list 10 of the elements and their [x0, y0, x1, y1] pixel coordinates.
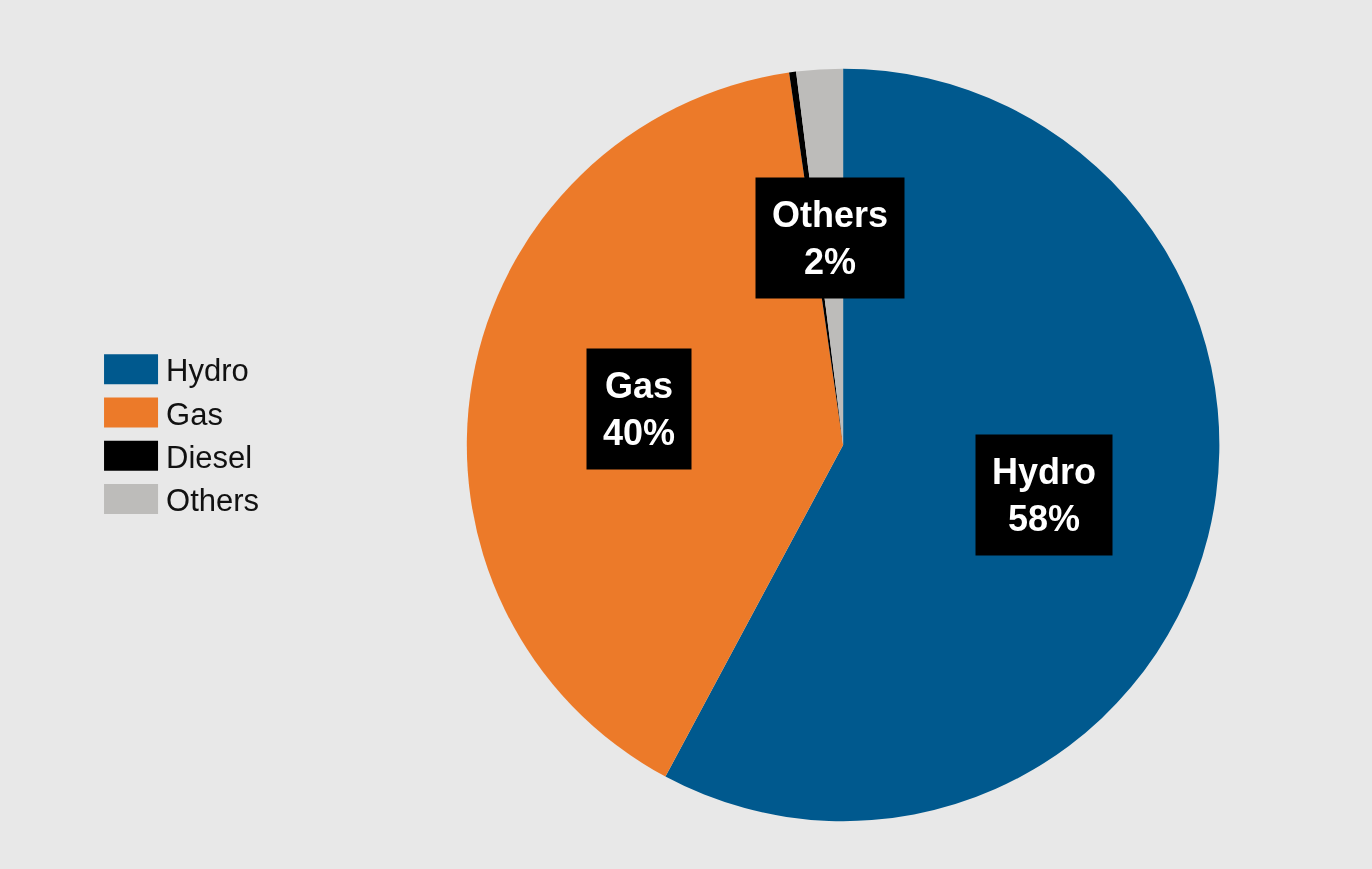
slice-label: Hydro	[992, 451, 1097, 492]
legend-label: Gas	[166, 396, 223, 432]
legend-label: Hydro	[166, 353, 249, 389]
slice-label: Gas	[605, 365, 674, 406]
data-label: 40%	[603, 411, 676, 453]
legend-label: Others	[166, 483, 260, 519]
data-label: 2%	[804, 240, 857, 282]
data-label: 58%	[1007, 497, 1081, 539]
legend-label: Diesel	[166, 439, 253, 475]
slice-label: Others	[772, 194, 889, 235]
